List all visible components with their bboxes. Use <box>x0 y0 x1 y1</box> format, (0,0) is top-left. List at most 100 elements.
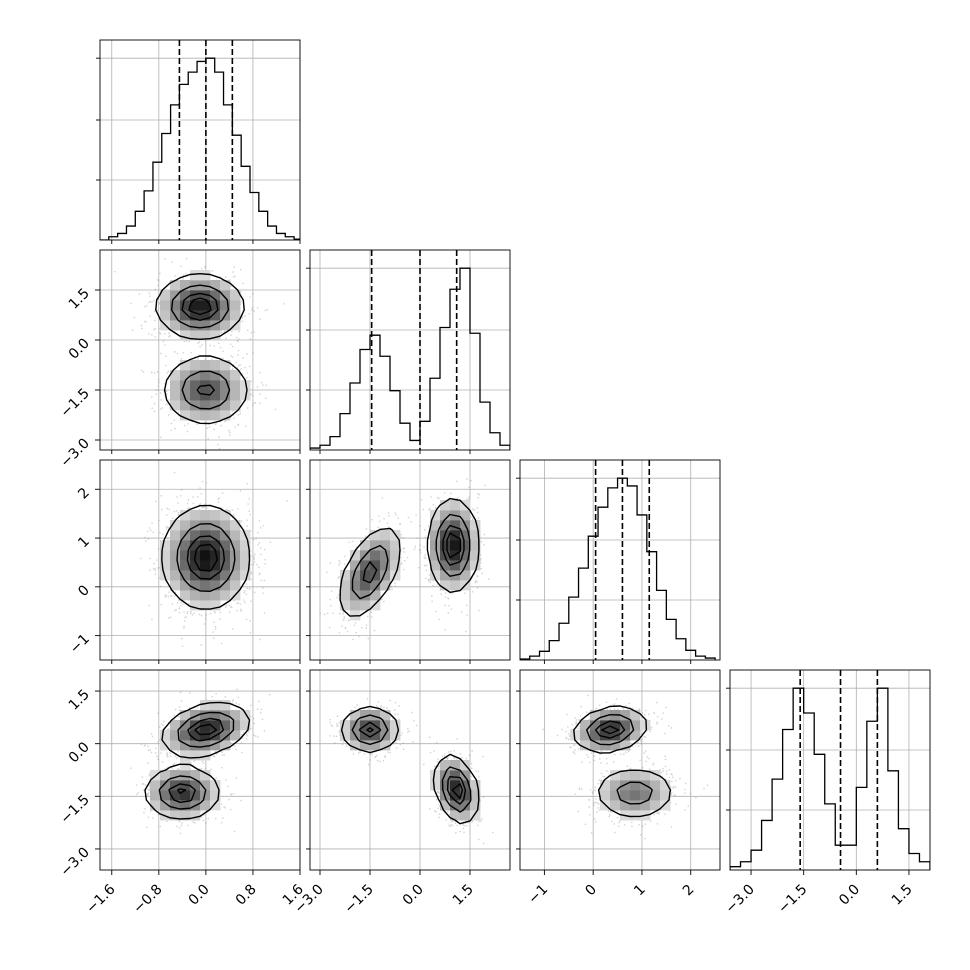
density-cell <box>370 590 381 601</box>
contour-line <box>186 535 225 580</box>
x-tick-label: 1.5 <box>450 882 477 909</box>
panel-frame <box>99 669 301 871</box>
density-cell <box>220 550 231 561</box>
density-cell <box>210 290 221 301</box>
density-cell <box>190 540 201 551</box>
density-cell <box>210 590 221 601</box>
x-tick-label: 2 <box>680 882 698 900</box>
density-cell <box>180 790 191 801</box>
density-cell <box>450 580 461 591</box>
density-cell <box>350 560 361 571</box>
x-tick-label: −3.0 <box>723 882 758 917</box>
density-cell <box>190 730 201 741</box>
contour-line <box>351 714 472 813</box>
density-cell <box>450 500 461 511</box>
contour-line <box>366 727 464 800</box>
density-cell <box>210 300 221 311</box>
density-cell <box>600 720 611 731</box>
density-cell <box>370 570 381 581</box>
density-cell <box>190 530 201 541</box>
y-tick-label: 1.5 <box>66 286 93 313</box>
density-cell <box>440 520 451 531</box>
density-cell <box>220 580 231 591</box>
density-cell <box>180 730 191 741</box>
contour-line <box>170 284 231 410</box>
density-cell <box>200 750 211 761</box>
scatter-panel-2-0 <box>100 460 300 660</box>
density-cell <box>630 720 641 731</box>
x-tick-label: −1.5 <box>775 882 810 917</box>
density-cell <box>360 740 371 751</box>
density-cell <box>430 520 441 531</box>
density-cell <box>610 720 621 731</box>
density-cell <box>200 520 211 531</box>
density-cell <box>220 590 231 601</box>
density-cell <box>660 780 671 791</box>
density-cell <box>470 540 481 551</box>
density-cell <box>160 730 171 741</box>
density-cell <box>370 600 381 611</box>
panel-frame <box>309 249 511 451</box>
density-cell <box>220 290 231 301</box>
density-cell <box>240 380 251 391</box>
density-cell <box>640 790 651 801</box>
density-cell <box>200 770 211 781</box>
density-cell <box>210 740 221 751</box>
density-cell <box>440 760 451 771</box>
density-cell <box>470 560 481 571</box>
density-cell <box>180 760 191 771</box>
density-cell <box>220 540 231 551</box>
density-cell <box>190 300 201 311</box>
density-cell <box>620 790 631 801</box>
density-cell <box>180 710 191 721</box>
density-cell <box>220 380 231 391</box>
density-cell <box>190 270 201 281</box>
density-cell <box>230 380 241 391</box>
density-cell <box>190 750 201 761</box>
density-cell <box>180 320 191 331</box>
density-cell <box>190 330 201 341</box>
density-cell <box>200 600 211 611</box>
density-cell <box>170 720 181 731</box>
density-cell <box>240 720 251 731</box>
density-cell <box>230 370 241 381</box>
density-cell <box>180 800 191 811</box>
density-cell <box>220 390 231 401</box>
density-cell <box>430 570 441 581</box>
density-cell <box>460 770 471 781</box>
density-cell <box>610 730 621 741</box>
density-cell <box>190 320 201 331</box>
density-cell <box>340 720 351 731</box>
density-cell <box>210 280 221 291</box>
density-cell <box>390 730 401 741</box>
density-cell <box>460 530 471 541</box>
density-cell <box>190 590 201 601</box>
density-cell <box>200 320 211 331</box>
density-cell <box>190 790 201 801</box>
density-cell <box>170 740 181 751</box>
density-cell <box>200 730 211 741</box>
density-cell <box>170 790 181 801</box>
density-cell <box>200 550 211 561</box>
density-cell <box>180 560 191 571</box>
histogram-step <box>520 477 716 660</box>
density-cell <box>190 600 201 611</box>
density-cell <box>210 720 221 731</box>
density-cell <box>350 600 361 611</box>
y-tick-label: 0.0 <box>66 336 93 363</box>
density-cell <box>370 560 381 571</box>
density-cell <box>180 740 191 751</box>
density-cell <box>390 540 401 551</box>
x-tick-label: 0.8 <box>233 882 260 909</box>
density-cell <box>340 570 351 581</box>
density-cell <box>190 400 201 411</box>
density-cell <box>220 700 231 711</box>
contour-line <box>446 532 462 559</box>
density-cell <box>340 730 351 741</box>
density-cell <box>200 390 211 401</box>
x-tick-label: 1 <box>631 882 649 900</box>
density-cell <box>180 400 191 411</box>
density-cell <box>430 780 441 791</box>
y-tick-label: 0 <box>75 582 93 600</box>
density-cell <box>660 790 671 801</box>
